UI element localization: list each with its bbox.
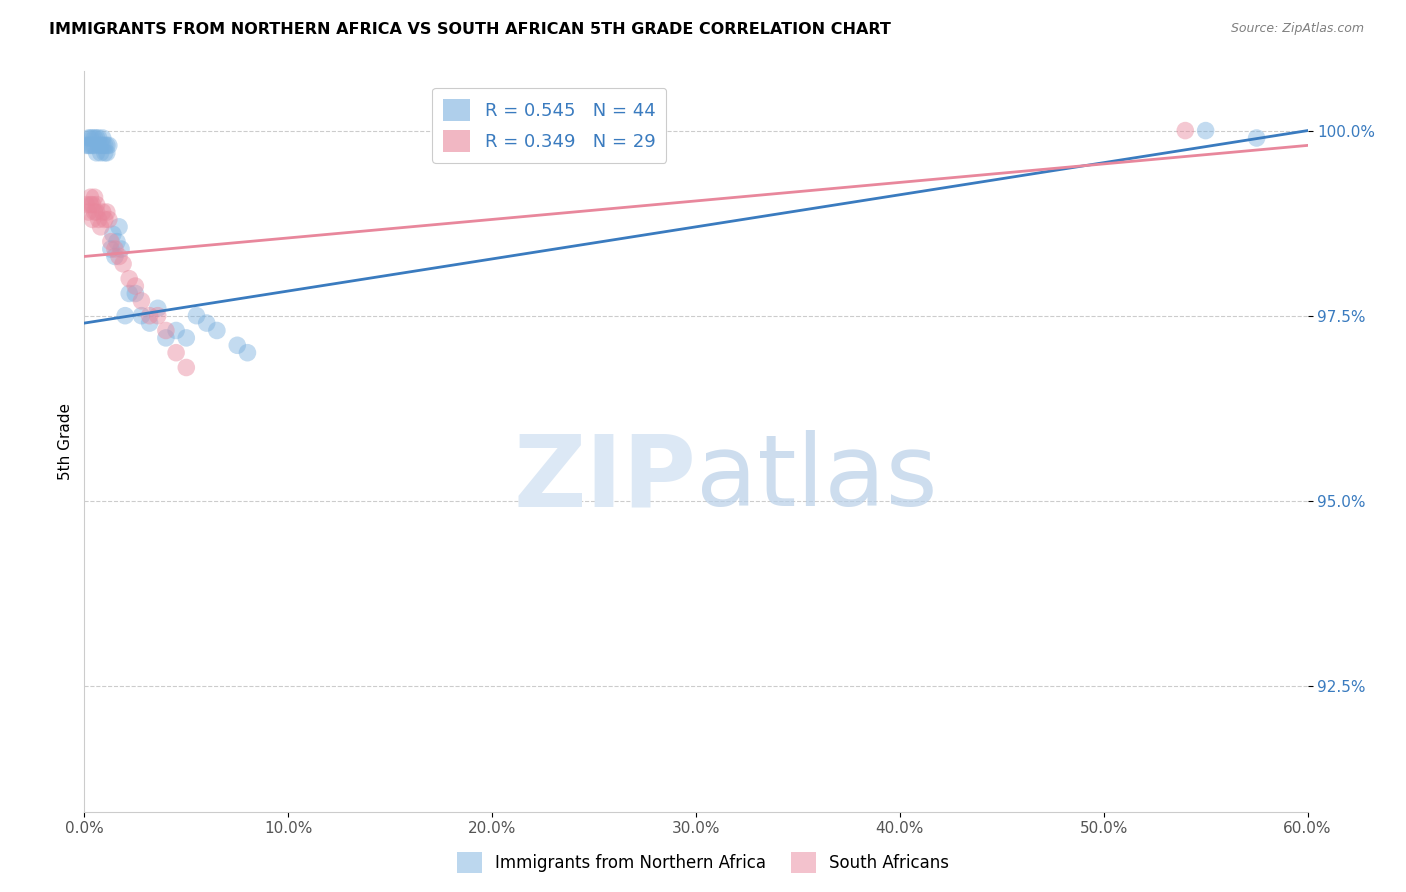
Point bbox=[118, 271, 141, 285]
Point bbox=[146, 309, 169, 323]
Point bbox=[186, 309, 208, 323]
Point bbox=[77, 131, 100, 145]
Point bbox=[83, 131, 105, 145]
Point bbox=[93, 138, 115, 153]
Point bbox=[108, 250, 131, 264]
Legend: Immigrants from Northern Africa, South Africans: Immigrants from Northern Africa, South A… bbox=[450, 846, 956, 880]
Point bbox=[96, 145, 118, 160]
Point bbox=[82, 138, 104, 153]
Point bbox=[75, 138, 97, 153]
Point bbox=[82, 197, 104, 211]
Point bbox=[79, 197, 101, 211]
Point bbox=[131, 309, 153, 323]
Point bbox=[83, 205, 105, 219]
Point bbox=[91, 138, 114, 153]
Point bbox=[97, 138, 120, 153]
Point bbox=[83, 138, 105, 153]
Point bbox=[155, 324, 177, 338]
Point bbox=[124, 279, 146, 293]
Point bbox=[87, 138, 110, 153]
Point bbox=[195, 316, 218, 330]
Point bbox=[86, 205, 108, 219]
Point bbox=[155, 331, 177, 345]
Text: ZIP: ZIP bbox=[513, 430, 696, 527]
Point bbox=[100, 242, 122, 256]
Point bbox=[165, 324, 187, 338]
Point bbox=[101, 227, 124, 242]
Point bbox=[77, 138, 100, 153]
Point bbox=[112, 257, 135, 271]
Point bbox=[236, 345, 259, 359]
Point bbox=[100, 235, 122, 249]
Point bbox=[114, 309, 136, 323]
Legend: R = 0.545   N = 44, R = 0.349   N = 29: R = 0.545 N = 44, R = 0.349 N = 29 bbox=[432, 87, 666, 162]
Point bbox=[97, 212, 120, 227]
Point bbox=[96, 205, 118, 219]
Point bbox=[165, 345, 187, 359]
Point bbox=[131, 293, 153, 308]
Point bbox=[174, 360, 197, 375]
Point bbox=[83, 190, 105, 204]
Point bbox=[104, 242, 127, 256]
Point bbox=[96, 138, 118, 153]
Point bbox=[118, 286, 141, 301]
Point bbox=[90, 145, 112, 160]
Point bbox=[90, 138, 112, 153]
Point bbox=[124, 286, 146, 301]
Point bbox=[90, 219, 112, 234]
Point bbox=[110, 242, 132, 256]
Point bbox=[86, 131, 108, 145]
Point bbox=[75, 197, 97, 211]
Point bbox=[108, 219, 131, 234]
Point bbox=[77, 205, 100, 219]
Point bbox=[93, 212, 115, 227]
Point bbox=[226, 338, 249, 352]
Y-axis label: 5th Grade: 5th Grade bbox=[58, 403, 73, 480]
Point bbox=[87, 212, 110, 227]
Point bbox=[205, 324, 228, 338]
Point bbox=[82, 131, 104, 145]
Point bbox=[138, 309, 160, 323]
Point bbox=[86, 145, 108, 160]
Text: Source: ZipAtlas.com: Source: ZipAtlas.com bbox=[1230, 22, 1364, 36]
Text: IMMIGRANTS FROM NORTHERN AFRICA VS SOUTH AFRICAN 5TH GRADE CORRELATION CHART: IMMIGRANTS FROM NORTHERN AFRICA VS SOUTH… bbox=[49, 22, 891, 37]
Point bbox=[82, 212, 104, 227]
Point bbox=[79, 138, 101, 153]
Text: atlas: atlas bbox=[696, 430, 938, 527]
Point bbox=[174, 331, 197, 345]
Point bbox=[93, 145, 115, 160]
Point bbox=[91, 205, 114, 219]
Point bbox=[79, 190, 101, 204]
Point bbox=[105, 235, 128, 249]
Point bbox=[138, 316, 160, 330]
Point bbox=[1174, 123, 1197, 137]
Point bbox=[1246, 131, 1268, 145]
Point bbox=[146, 301, 169, 316]
Point bbox=[86, 197, 108, 211]
Point bbox=[1195, 123, 1218, 137]
Point bbox=[87, 131, 110, 145]
Point bbox=[104, 250, 127, 264]
Point bbox=[79, 131, 101, 145]
Point bbox=[91, 131, 114, 145]
